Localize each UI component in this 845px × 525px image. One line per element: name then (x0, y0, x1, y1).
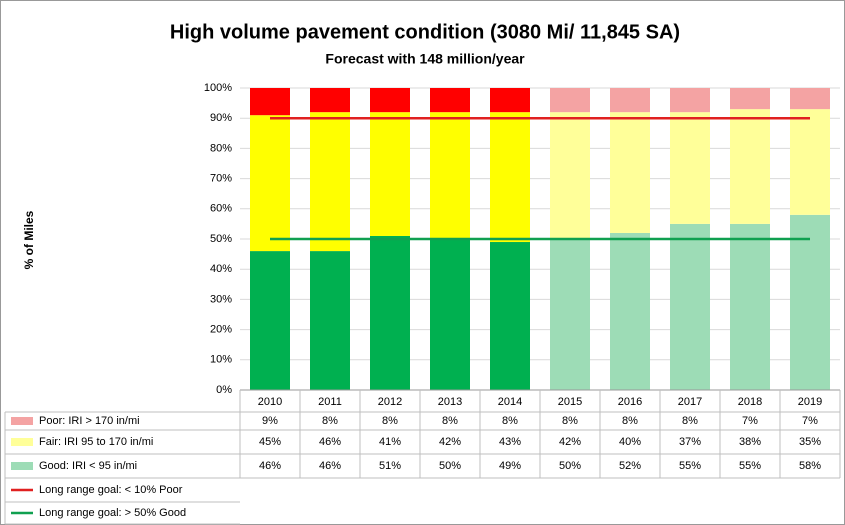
bar-segment (370, 88, 410, 113)
table-cell: 35% (799, 436, 821, 448)
chart-subtitle: Forecast with 148 million/year (325, 51, 525, 67)
x-tick-label: 2014 (498, 396, 522, 408)
table-cell: 9% (262, 415, 278, 427)
legend-label: Long range goal: < 10% Poor (39, 484, 183, 496)
x-tick-label: 2017 (678, 396, 702, 408)
y-tick-label: 50% (210, 233, 232, 245)
bar-segment (790, 109, 830, 215)
x-tick-label: 2011 (318, 396, 342, 408)
bar-segment (310, 112, 350, 252)
table-cell: 55% (739, 460, 761, 472)
table-cell: 8% (682, 415, 698, 427)
table-cell: 8% (502, 415, 518, 427)
table-cell: 42% (559, 436, 581, 448)
table-cell: 37% (679, 436, 701, 448)
table-cell: 41% (379, 436, 401, 448)
table-cell: 8% (442, 415, 458, 427)
legend-swatch (11, 438, 33, 446)
x-tick-label: 2018 (738, 396, 762, 408)
x-tick-label: 2012 (378, 396, 402, 408)
table-cell: 52% (619, 460, 641, 472)
bar-segment (550, 112, 590, 239)
bar-segment (670, 223, 710, 390)
legend-swatch (11, 417, 33, 425)
bar-segment (670, 88, 710, 113)
table-cell: 58% (799, 460, 821, 472)
table-cell: 43% (499, 436, 521, 448)
y-tick-label: 30% (210, 293, 232, 305)
bar-segment (670, 112, 710, 224)
y-tick-label: 90% (210, 112, 232, 124)
bar-segment (430, 112, 470, 239)
legend-label: Long range goal: > 50% Good (39, 507, 186, 519)
table-cell: 7% (802, 415, 818, 427)
table-cell: 51% (379, 460, 401, 472)
table-cell: 7% (742, 415, 758, 427)
bar-segment (610, 232, 650, 390)
bar-segment (610, 88, 650, 113)
bar-segment (550, 239, 590, 390)
legend-swatch (11, 462, 33, 470)
bar-segment (730, 109, 770, 224)
table-cell: 8% (322, 415, 338, 427)
y-tick-label: 10% (210, 354, 232, 366)
table-cell: 49% (499, 460, 521, 472)
chart-title: High volume pavement condition (3080 Mi/… (170, 21, 680, 43)
bar-segment (730, 88, 770, 110)
y-tick-label: 40% (210, 263, 232, 275)
legend-label: Good: IRI < 95 in/mi (39, 460, 137, 472)
table-cell: 50% (439, 460, 461, 472)
x-tick-label: 2019 (798, 396, 822, 408)
bar-segment (250, 88, 290, 116)
x-tick-label: 2016 (618, 396, 642, 408)
bar-segment (490, 88, 530, 113)
table-cell: 50% (559, 460, 581, 472)
table-cell: 38% (739, 436, 761, 448)
x-tick-label: 2010 (258, 396, 282, 408)
y-tick-label: 0% (216, 384, 232, 396)
bar-segment (490, 112, 530, 243)
bar-segment (250, 251, 290, 390)
table-cell: 46% (319, 460, 341, 472)
table-cell: 55% (679, 460, 701, 472)
legend-label: Fair: IRI 95 to 170 in/mi (39, 436, 153, 448)
table-cell: 45% (259, 436, 281, 448)
bar-segment (790, 88, 830, 110)
y-tick-label: 80% (210, 142, 232, 154)
table-cell: 46% (259, 460, 281, 472)
bar-segment (790, 214, 830, 390)
table-cell: 8% (622, 415, 638, 427)
x-tick-label: 2013 (438, 396, 462, 408)
table-cell: 40% (619, 436, 641, 448)
bar-segment (310, 88, 350, 113)
table-cell: 8% (382, 415, 398, 427)
y-tick-label: 60% (210, 203, 232, 215)
bar-segment (310, 251, 350, 390)
bar-segment (730, 223, 770, 390)
bar-segment (370, 112, 410, 236)
y-tick-label: 70% (210, 173, 232, 185)
bar-segment (430, 239, 470, 390)
bar-segment (430, 88, 470, 113)
x-tick-label: 2015 (558, 396, 582, 408)
y-tick-label: 100% (204, 82, 232, 94)
table-cell: 42% (439, 436, 461, 448)
bar-segment (490, 242, 530, 390)
bar-segment (250, 115, 290, 252)
table-cell: 8% (562, 415, 578, 427)
legend-label: Poor: IRI > 170 in/mi (39, 415, 140, 427)
y-axis-label: % of Miles (22, 210, 36, 269)
y-tick-label: 20% (210, 324, 232, 336)
table-cell: 46% (319, 436, 341, 448)
bar-segment (610, 112, 650, 233)
bar-segment (370, 235, 410, 390)
bar-segment (550, 88, 590, 113)
